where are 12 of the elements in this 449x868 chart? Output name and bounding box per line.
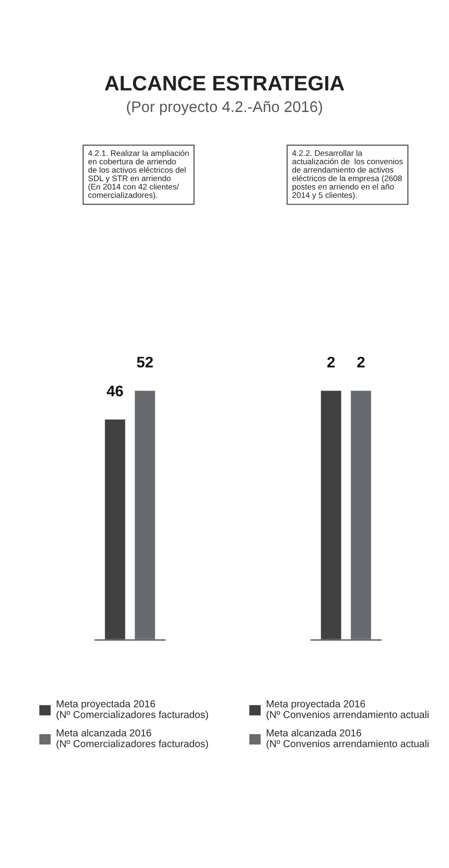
data-label: 46 — [106, 386, 123, 396]
data-label: 52 — [136, 356, 153, 368]
legend-label: Meta alcanzada 2016 (Nº Convenios arrendamiento actuali — [266, 729, 429, 750]
text: ALCANCE ESTRATEGIA — [104, 76, 344, 91]
text: 4.2.2. Desarrollar la actualización de los convenios de arrendamiento de activos eléctricos de la empresa (2608 postes en arriendo en el año 2014 y 5 clientes). — [292, 150, 403, 200]
text: 4.2.1. Realizar la ampliación en cobertura de arriendo de los activos eléctricos del SDL y STR en arriendo (En 2014 con 42 clientes/ comercializadores). — [88, 150, 189, 200]
data-label: 2 — [327, 356, 335, 368]
legend-label: Meta alcanzada 2016 (Nº Comercializadores facturados) — [56, 729, 208, 750]
text: (Por proyecto 4.2.-Año 2016) — [126, 100, 322, 116]
legend-label: Meta proyectada 2016 (Nº Convenios arrendamiento actuali — [266, 700, 429, 720]
legend-label: Meta proyectada 2016 (Nº Comercializadores facturados) — [56, 700, 208, 720]
data-label: 2 — [357, 356, 365, 368]
